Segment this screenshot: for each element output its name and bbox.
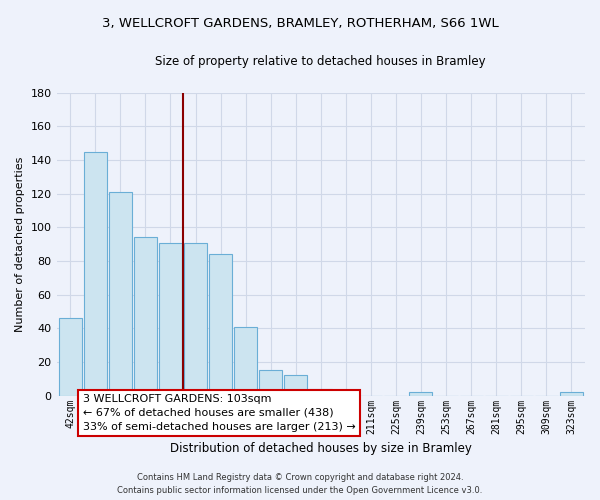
Bar (560, 392, 583, 396)
Text: 3 WELLCROFT GARDENS: 103sqm
← 67% of detached houses are smaller (438)
33% of se: 3 WELLCROFT GARDENS: 103sqm ← 67% of det… (83, 394, 356, 432)
Bar (259, 370, 282, 396)
Y-axis label: Number of detached properties: Number of detached properties (15, 156, 25, 332)
Bar (84, 152, 107, 396)
Bar (334, 390, 358, 396)
Bar (184, 242, 207, 396)
Bar (159, 242, 182, 396)
Bar (59, 318, 82, 396)
Title: Size of property relative to detached houses in Bramley: Size of property relative to detached ho… (155, 55, 486, 68)
Bar (309, 389, 332, 396)
Bar (284, 376, 307, 396)
Bar (409, 392, 433, 396)
Bar (109, 192, 132, 396)
Bar (134, 238, 157, 396)
Text: Contains HM Land Registry data © Crown copyright and database right 2024.
Contai: Contains HM Land Registry data © Crown c… (118, 474, 482, 495)
Text: 3, WELLCROFT GARDENS, BRAMLEY, ROTHERHAM, S66 1WL: 3, WELLCROFT GARDENS, BRAMLEY, ROTHERHAM… (101, 18, 499, 30)
Bar (209, 254, 232, 396)
Bar (234, 326, 257, 396)
X-axis label: Distribution of detached houses by size in Bramley: Distribution of detached houses by size … (170, 442, 472, 455)
